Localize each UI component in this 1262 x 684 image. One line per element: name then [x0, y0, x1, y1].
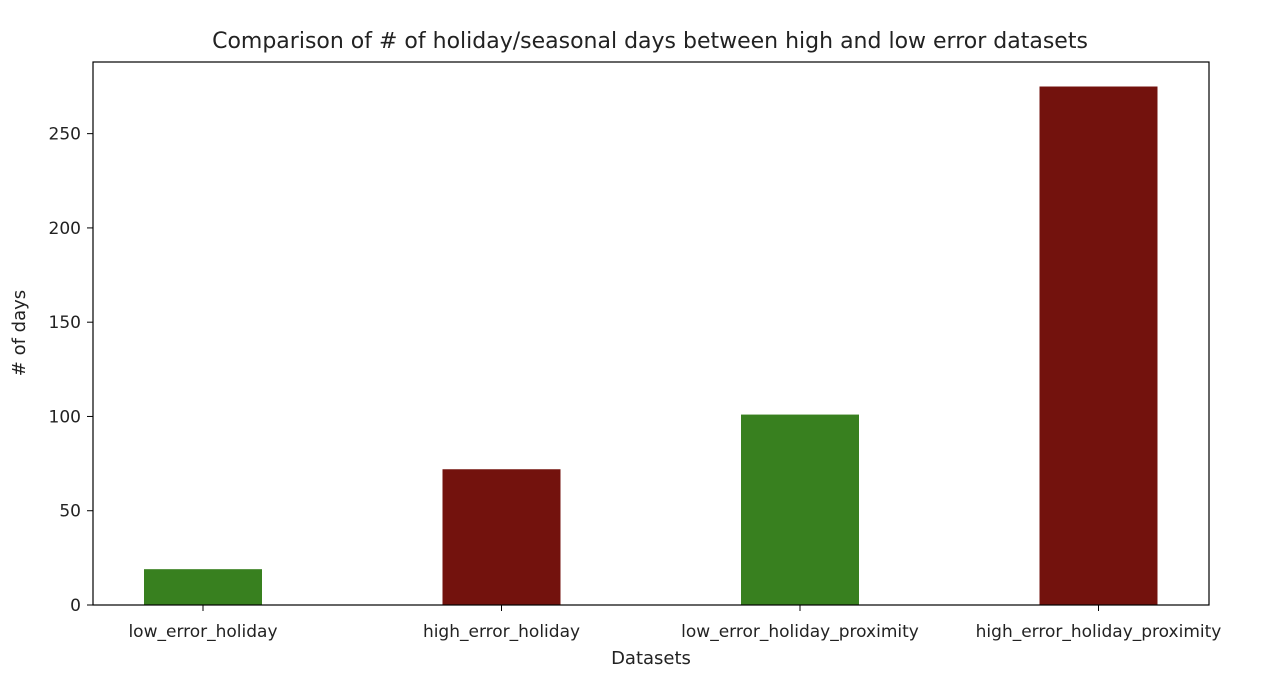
- x-tick-label: low_error_holiday_proximity: [681, 622, 919, 642]
- x-axis: low_error_holiday high_error_holiday low_e…: [128, 605, 1221, 642]
- y-tick-label: 100: [49, 407, 81, 427]
- y-axis: 0 50 100 150 200 250: [49, 125, 93, 616]
- y-axis-label: # of days: [9, 290, 30, 376]
- x-tick-label: high_error_holiday_proximity: [976, 622, 1222, 642]
- chart-title: Comparison of # of holiday/seasonal days…: [212, 29, 1088, 54]
- x-tick-label: high_error_holiday: [423, 622, 580, 642]
- bar-high-error-holiday-proximity: [1039, 86, 1158, 605]
- y-tick-label: 200: [49, 219, 81, 239]
- bar-low-error-holiday-proximity: [741, 414, 859, 605]
- bar-high-error-holiday: [442, 469, 561, 605]
- plot-frame: [92, 61, 1210, 606]
- bars-layer: [144, 86, 1158, 605]
- y-tick-label: 50: [59, 502, 81, 522]
- x-axis-label: Datasets: [611, 648, 691, 669]
- bar-low-error-holiday: [144, 569, 262, 605]
- y-tick-label: 0: [70, 596, 81, 616]
- x-tick-label: low_error_holiday: [128, 622, 277, 642]
- y-tick-label: 150: [49, 313, 81, 333]
- y-tick-label: 250: [49, 125, 81, 145]
